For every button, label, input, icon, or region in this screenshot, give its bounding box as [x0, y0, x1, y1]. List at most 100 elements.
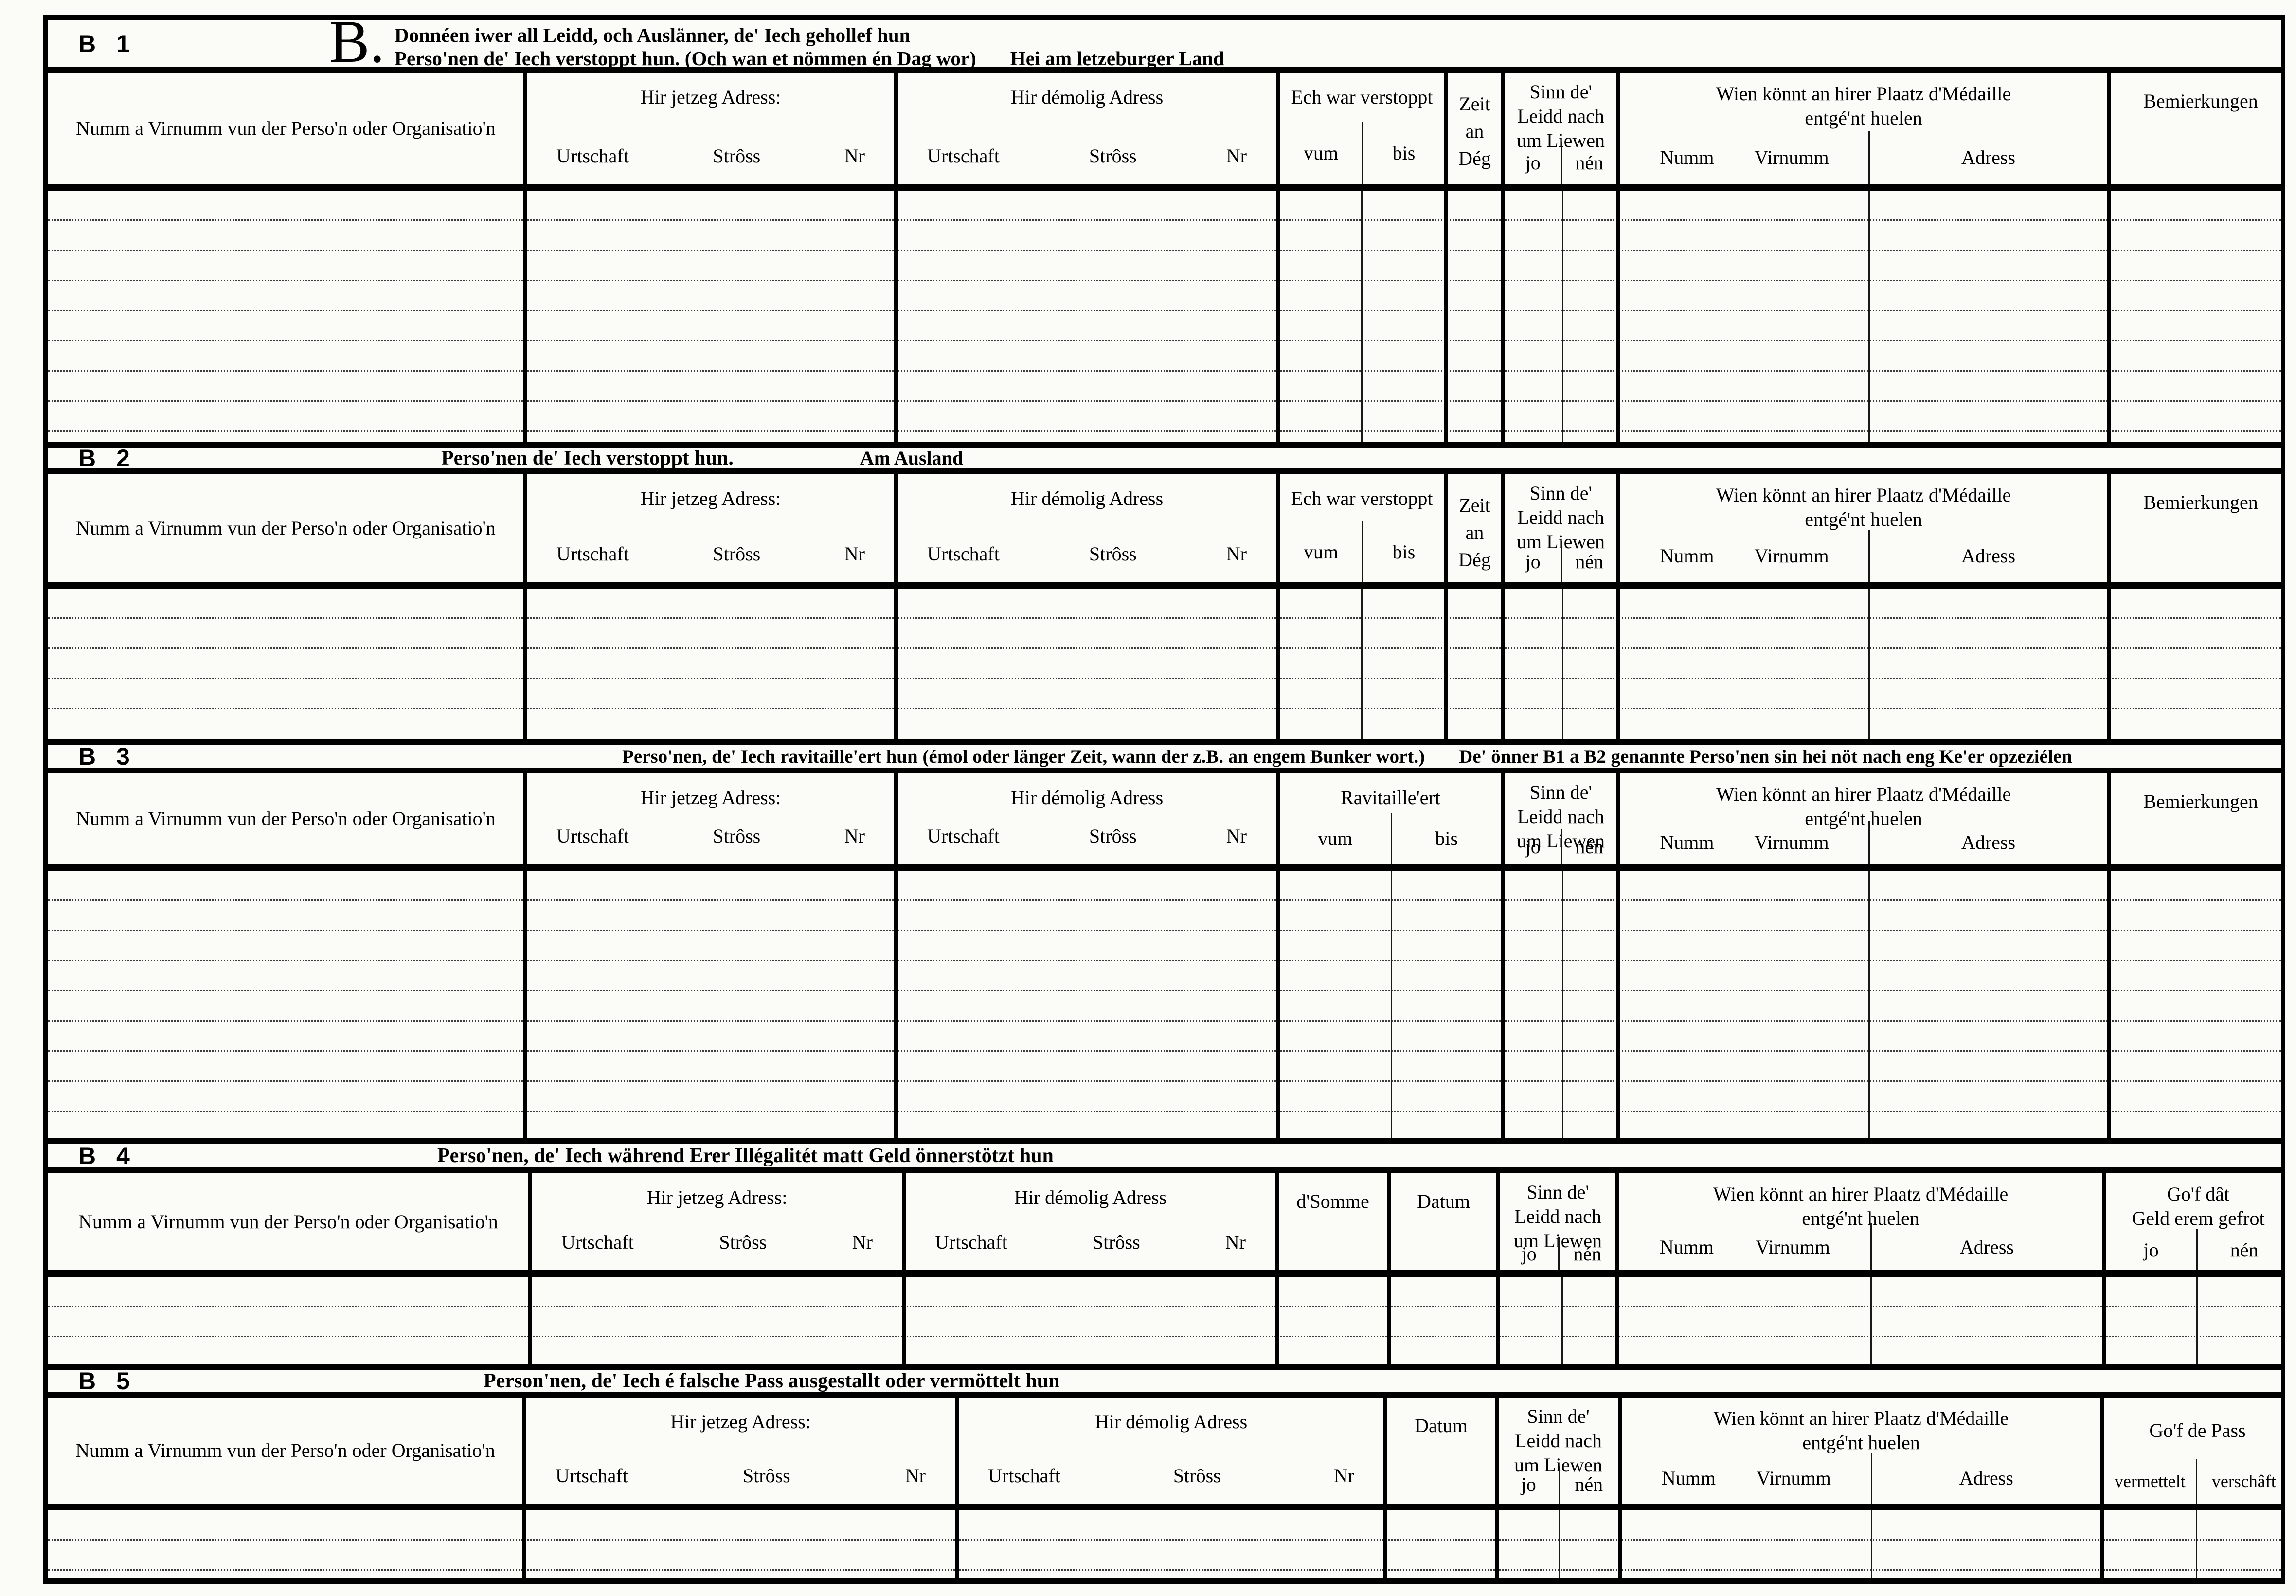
nr-label: Nr [1226, 145, 1247, 167]
urtschaft-label: Urtschaft [556, 145, 629, 167]
body-col [1448, 191, 1505, 442]
section-b4-title: Perso'nen, de' Iech während Erer Illégal… [437, 1145, 1054, 1167]
entry-rows [48, 191, 2281, 442]
current-address-label: Hir jetzeg Adress: [670, 1411, 811, 1433]
stross-label: Strôss [742, 1465, 790, 1487]
section-b1-band: B 1 B. Donnéen iwer all Leidd, och Auslä… [48, 12, 2281, 73]
alive-l1: Sinn de' [1527, 1405, 1590, 1427]
medal-l1: Wien könnt an hirer Plaatz d'Médaille [1716, 783, 2011, 805]
body-col [1280, 871, 1505, 1138]
medal-l2: entgé'nt huelen [1802, 1432, 1920, 1453]
entry-row [48, 961, 2281, 991]
jo-nen-sublabels: jo nén [1505, 829, 1616, 864]
days-label: Zeit an Dég [1458, 494, 1491, 571]
col-header-hidden-period: Ech war verstoppt vum bis [1280, 474, 1448, 582]
col-header-date: Datum [1387, 1398, 1499, 1504]
former-address-label: Hir démolig Adress [1010, 86, 1164, 108]
medal-label: Wien könnt an hirer Plaatz d'Médaille en… [1622, 1406, 2100, 1455]
medal-label: Wien könnt an hirer Plaatz d'Médaille en… [1620, 483, 2107, 532]
b1-title-line2: Perso'nen de' Iech verstoppt hun. (Och w… [395, 47, 1224, 70]
section-b5-entries [48, 1510, 2281, 1584]
section-b2-title: Perso'nen de' Iech verstoppt hun. [441, 447, 734, 469]
col-header-remarks: Bemierkungen [2111, 474, 2291, 582]
vum-label: vum [1303, 142, 1339, 164]
body-col [2104, 1510, 2291, 1578]
entry-row [48, 1022, 2281, 1052]
body-col [1391, 1277, 1500, 1364]
divider [1361, 191, 1363, 442]
name-org-label: Numm a Virnumm vun der Perso'n oder Orga… [76, 807, 496, 829]
stross-label: Strôss [1089, 825, 1137, 847]
urtschaft-label: Urtschaft [927, 543, 1000, 565]
body-col [2111, 589, 2291, 739]
section-b3-note: De' önner B1 a B2 genannte Perso'nen sin… [1459, 746, 2072, 767]
remarks-label: Bemierkungen [2143, 90, 2258, 112]
col-header-name-org: Numm a Virnumm vun der Perso'n oder Orga… [48, 474, 527, 582]
nr-label: Nr [1226, 825, 1247, 847]
col-header-pass-obtained: Go'f de Pass vermettelt verschâft [2104, 1398, 2291, 1504]
col-header-alive: Sinn de' Leidd nach um Liewen jo nén [1505, 73, 1620, 184]
jo-label: jo [1521, 1242, 1537, 1265]
urtschaft-label: Urtschaft [556, 825, 629, 847]
body-col [48, 589, 527, 739]
current-address-label: Hir jetzeg Adress: [640, 487, 781, 509]
urtschaft-label: Urtschaft [927, 825, 1000, 847]
body-col [1500, 1277, 1619, 1364]
entry-row [48, 1082, 2281, 1112]
address-sublabels: Urtschaft Strôss Nr [527, 542, 894, 565]
remarks-label: Bemierkungen [2143, 790, 2258, 812]
body-col [527, 871, 898, 1138]
entry-row [48, 589, 2281, 619]
stross-label: Strôss [719, 1231, 767, 1253]
former-address-label: Hir démolig Adress [1014, 1186, 1167, 1208]
stross-label: Strôss [713, 825, 761, 847]
divider [1870, 1277, 1872, 1364]
entry-row [48, 341, 2281, 372]
entry-row [48, 372, 2281, 402]
entry-row [48, 931, 2281, 961]
address-sublabels: Urtschaft Strôss Nr [898, 542, 1276, 565]
name-org-label: Numm a Virnumm vun der Perso'n oder Orga… [75, 1439, 495, 1461]
jo-label: jo [1525, 152, 1541, 174]
stross-label: Strôss [1089, 145, 1137, 167]
section-b3-entries [48, 871, 2281, 1138]
amount-label: d'Somme [1296, 1190, 1369, 1212]
section-b1-code: B 1 [78, 30, 137, 57]
body-col [532, 1277, 906, 1364]
body-col [1505, 589, 1620, 739]
section-b4-band: B 4 Perso'nen, de' Iech während Erer Ill… [48, 1138, 2281, 1173]
medal-label: Wien könnt an hirer Plaatz d'Médaille en… [1620, 782, 2107, 831]
hidden-label: Ech war verstoppt [1291, 86, 1433, 108]
section-b3-title: Perso'nen, de' Iech ravitaille'ert hun (… [622, 746, 1425, 767]
divider [1561, 589, 1563, 739]
body-col [2111, 191, 2291, 442]
former-address-label: Hir démolig Adress [1010, 787, 1164, 808]
entry-columns [48, 1277, 2281, 1364]
date-label: Datum [1415, 1415, 1468, 1436]
vum-bis-sublabels: vum bis [1280, 521, 1444, 582]
col-header-current-address: Hir jetzeg Adress: Urtschaft Strôss Nr [532, 1173, 906, 1270]
alive-label: Sinn de' Leidd nach um Liewen [1505, 481, 1616, 554]
entry-rows [48, 589, 2281, 739]
col-header-former-address: Hir démolig Adress Urtschaft Strôss Nr [898, 73, 1280, 184]
numm-label: Numm [1660, 545, 1714, 567]
body-col [1280, 191, 1448, 442]
entry-columns [48, 191, 2281, 442]
body-col [527, 191, 898, 442]
medal-l2: entgé'nt huelen [1805, 107, 1922, 129]
virnumm-label: Virnumm [1754, 545, 1829, 567]
col-header-days: Zeit an Dég [1448, 474, 1505, 582]
nen-label: nén [1561, 829, 1617, 864]
body-col [1620, 871, 2111, 1138]
entry-row [48, 991, 2281, 1022]
money-reclaimed-label: Go'f dât Geld erem gefrot [2106, 1182, 2291, 1231]
nr-label: Nr [1226, 543, 1247, 565]
hidden-label: Ech war verstoppt [1291, 487, 1433, 509]
entry-row [48, 251, 2281, 281]
urtschaft-label: Urtschaft [561, 1231, 634, 1253]
col-header-current-address: Hir jetzeg Adress: Urtschaft Strôss Nr [527, 73, 898, 184]
body-col [48, 1277, 532, 1364]
medal-l1: Wien könnt an hirer Plaatz d'Médaille [1713, 1183, 2009, 1205]
alive-l2: Leidd nach [1517, 105, 1604, 127]
nen-label: nén [1558, 1465, 1618, 1504]
